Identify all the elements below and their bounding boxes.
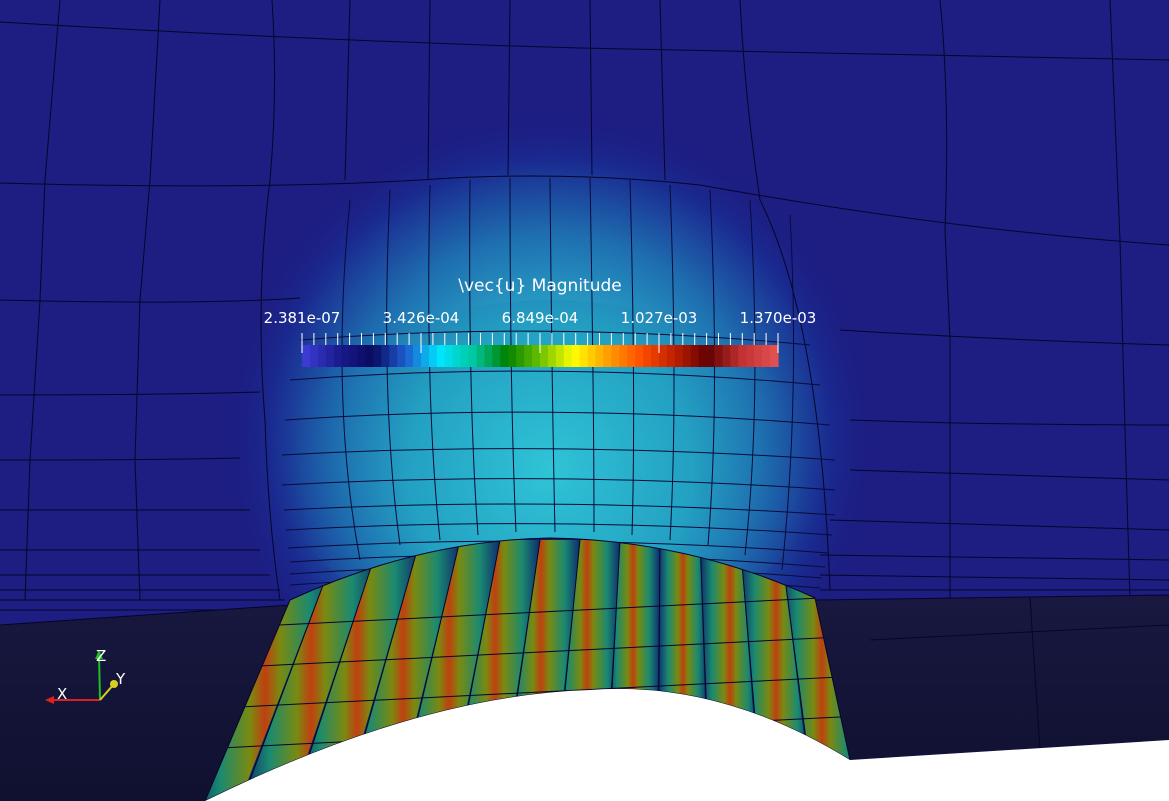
z-axis-line xyxy=(98,654,101,701)
stripe-mesh-line xyxy=(205,594,850,631)
color-legend-segment xyxy=(555,345,565,367)
color-legend-segment xyxy=(746,345,755,367)
color-legend-segment xyxy=(706,345,716,367)
color-legend-segment xyxy=(302,345,311,367)
color-legend-segment xyxy=(508,345,517,367)
color-legend-segment xyxy=(405,345,414,367)
color-legend-segment xyxy=(547,345,557,367)
legend-tick-label-4: 1.027e-03 xyxy=(620,309,698,327)
color-legend-segment xyxy=(357,345,367,367)
color-legend-segment xyxy=(730,345,739,367)
front-face-left xyxy=(0,605,290,801)
color-legend-segment xyxy=(770,345,779,367)
displacement-stripe xyxy=(294,540,420,801)
color-legend-segment xyxy=(452,345,462,367)
background-mesh xyxy=(0,0,1169,611)
color-legend-segment xyxy=(492,345,501,367)
color-legend-segment xyxy=(397,345,406,367)
cutout-region xyxy=(205,688,1169,801)
color-legend-segment xyxy=(532,345,541,367)
front-face-right xyxy=(815,595,1169,760)
color-legend-segment xyxy=(524,345,533,367)
color-legend-segment xyxy=(460,345,470,367)
color-legend-ticks xyxy=(301,333,779,353)
x-axis-label: X xyxy=(57,685,67,703)
z-axis-label: Z xyxy=(96,647,106,665)
color-legend-segment xyxy=(563,345,573,367)
color-legend-segment xyxy=(722,345,731,367)
color-legend-segment xyxy=(365,345,374,367)
z-axis-arrow xyxy=(95,650,103,659)
color-legend-segment xyxy=(587,345,597,367)
color-legend-bar xyxy=(302,345,779,367)
color-legend-segment xyxy=(738,345,747,367)
color-legend-segment xyxy=(571,345,581,367)
color-legend-segment xyxy=(413,345,422,367)
orientation-axes: X Z Y xyxy=(45,647,126,704)
color-legend-segment xyxy=(651,345,660,367)
y-axis-label: Y xyxy=(115,670,126,688)
color-legend-segment xyxy=(349,345,359,367)
color-legend-segment xyxy=(603,345,612,367)
color-legend-segment xyxy=(754,345,763,367)
color-legend-segment xyxy=(666,345,676,367)
x-axis-arrow xyxy=(45,696,54,704)
color-legend-segment xyxy=(690,345,700,367)
displacement-stripe xyxy=(780,540,850,801)
color-legend-segment xyxy=(627,345,636,367)
color-legend-segment xyxy=(421,345,430,367)
color-legend-segment xyxy=(428,345,438,367)
color-legend-segment xyxy=(317,345,327,367)
color-legend-segment xyxy=(540,345,549,367)
legend-tick-label-3: 6.849e-04 xyxy=(501,309,579,327)
color-legend-segment xyxy=(698,345,708,367)
color-legend-segment xyxy=(619,345,628,367)
color-legend-segment xyxy=(762,345,771,367)
front-face-mesh xyxy=(0,594,1169,751)
color-legend-segment xyxy=(643,345,652,367)
color-legend-segment xyxy=(333,345,343,367)
legend-title: \vec{u} Magnitude xyxy=(458,276,622,296)
color-legend-segment xyxy=(373,345,382,367)
y-axis-tip xyxy=(110,680,118,688)
color-legend-segment xyxy=(579,345,589,367)
color-legend-segment xyxy=(635,345,644,367)
color-legend-segment xyxy=(476,345,486,367)
color-legend-segment xyxy=(325,345,335,367)
legend-tick-label-min: 2.381e-07 xyxy=(263,309,341,327)
color-legend-segment xyxy=(444,345,454,367)
color-legend-segment xyxy=(595,345,605,367)
legend-tick-label-max: 1.370e-03 xyxy=(739,309,817,327)
color-legend-segment xyxy=(659,345,668,367)
displacement-stripe xyxy=(242,540,380,801)
color-legend-segment xyxy=(611,345,620,367)
color-legend-segment xyxy=(341,345,351,367)
color-legend-segment xyxy=(674,345,684,367)
color-legend-segment xyxy=(500,345,509,367)
legend-tick-label-2: 3.426e-04 xyxy=(382,309,460,327)
color-legend-segment xyxy=(381,345,390,367)
color-legend-segment xyxy=(714,345,724,367)
color-legend-segment xyxy=(389,345,398,367)
stripe-mesh-line xyxy=(205,634,850,671)
stripe-mesh-line xyxy=(205,674,850,711)
color-legend-segment xyxy=(682,345,692,367)
color-legend-segment xyxy=(436,345,446,367)
color-legend-segment xyxy=(484,345,493,367)
color-legend-segment xyxy=(468,345,478,367)
color-legend-segment xyxy=(309,345,319,367)
color-legend-segment xyxy=(516,345,525,367)
